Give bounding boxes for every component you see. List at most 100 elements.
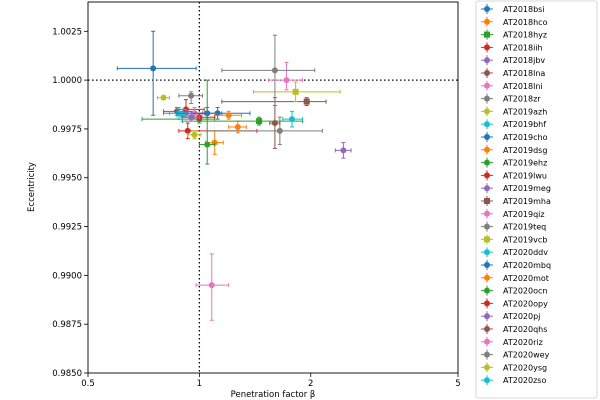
point-AT2019lwu (184, 127, 191, 134)
legend-marker-AT2019vcb (484, 236, 490, 243)
legend: AT2018bsi AT2018hco AT2018hyz AT2018iih AT20… (475, 0, 598, 399)
y-tick-label-2: 0.9900 (52, 271, 82, 281)
series-AT2020mot (214, 110, 243, 120)
legend-label-AT2020opy: AT2020opy (503, 299, 548, 308)
legend-label-AT2019lwu: AT2019lwu (503, 171, 547, 180)
legend-item-AT2020mot: AT2020mot (481, 272, 549, 283)
legend-label-AT2018hco: AT2018hco (503, 18, 548, 27)
legend-item-AT2020wey: AT2020wey (481, 349, 550, 360)
legend-label-AT2018zr: AT2018zr (503, 95, 541, 104)
legend-label-AT2018lna: AT2018lna (503, 69, 545, 78)
series-AT2019vcb (252, 81, 341, 103)
point-AT2020wey (271, 67, 278, 74)
legend-label-AT2019bhf: AT2019bhf (503, 120, 546, 129)
point-AT2020qhs (271, 120, 278, 127)
legend-item-AT2020opy: AT2020opy (481, 298, 548, 309)
legend-marker-AT2019ehz (484, 159, 490, 166)
legend-label-AT2018lni: AT2018lni (503, 82, 543, 91)
x-tick-label-3: 5 (455, 379, 460, 389)
legend-marker-AT2019dsg (484, 146, 490, 153)
y-axis-label: Eccentricity (27, 162, 37, 212)
series-AT2020riz (195, 253, 230, 321)
point-AT2019ehz (204, 141, 211, 148)
x-tick-label-1: 1 (197, 379, 202, 389)
series-AT2019meg (334, 142, 352, 159)
legend-marker-AT2019bhf (484, 121, 490, 128)
legend-marker-AT2020ocn (484, 287, 490, 294)
series-AT2020qhs (269, 97, 281, 149)
legend-label-AT2020zso: AT2020zso (503, 376, 546, 385)
legend-marker-AT2019mha (484, 198, 490, 204)
legend-label-AT2019azh: AT2019azh (503, 107, 547, 116)
legend-item-AT2019vcb: AT2019vcb (481, 234, 547, 245)
series-AT2020pj (181, 112, 200, 122)
legend-item-AT2018hco: AT2018hco (481, 16, 548, 27)
legend-label-AT2020qhs: AT2020qhs (503, 325, 547, 334)
y-tick-label-4: 0.9950 (52, 174, 82, 184)
legend-label-AT2019cho: AT2019cho (503, 133, 548, 142)
legend-item-AT2018lni: AT2018lni (481, 80, 543, 91)
point-AT2019vcb (292, 88, 299, 95)
legend-marker-AT2018hco (484, 18, 490, 25)
legend-marker-AT2020wey (484, 351, 490, 358)
legend-item-AT2019ehz: AT2019ehz (481, 157, 547, 168)
x-tick-label-2: 2 (308, 379, 313, 389)
legend-label-AT2020ocn: AT2020ocn (503, 287, 547, 296)
legend-marker-AT2020ddv (484, 249, 490, 256)
series-AT2018zr (178, 91, 204, 105)
legend-label-AT2020ysg: AT2020ysg (503, 363, 547, 372)
legend-item-AT2018bsi: AT2018bsi (481, 4, 545, 14)
legend-item-AT2020qhs: AT2020qhs (481, 324, 547, 334)
legend-box (475, 0, 598, 399)
legend-item-AT2018iih: AT2018iih (481, 42, 543, 53)
series-AT2020wey (221, 34, 316, 106)
legend-marker-AT2018lni (484, 82, 490, 89)
y-axis: 0.9850 0.9875 0.9900 0.9925 0.9950 0.9975 1.00… (52, 27, 88, 379)
legend-marker-AT2018hyz (484, 31, 490, 38)
legend-label-AT2020riz: AT2020riz (503, 338, 543, 347)
legend-label-AT2019mha: AT2019mha (503, 197, 551, 206)
series-AT2020ysg (187, 130, 202, 140)
legend-marker-AT2019qiz (484, 210, 490, 217)
y-tick-label-6: 1.0000 (52, 76, 82, 86)
legend-item-AT2019cho: AT2019cho (481, 132, 548, 142)
legend-item-AT2019lwu: AT2019lwu (481, 170, 547, 181)
point-AT2019azh (160, 94, 167, 101)
point-AT2019qiz (283, 77, 290, 84)
legend-item-AT2019azh: AT2019azh (481, 106, 547, 117)
legend-marker-AT2018zr (484, 95, 490, 102)
series-AT2019ehz (198, 79, 216, 165)
legend-label-AT2020ddv: AT2020ddv (503, 248, 548, 257)
legend-marker-AT2020zso (484, 377, 490, 384)
legend-item-AT2019teq: AT2019teq (481, 221, 546, 232)
legend-marker-AT2019lwu (484, 172, 490, 179)
y-tick-label-0: 0.9850 (52, 369, 82, 379)
legend-label-AT2018jbv: AT2018jbv (503, 56, 545, 65)
plot-frame (87, 1, 459, 374)
legend-item-AT2020mbq: AT2020mbq (481, 260, 551, 270)
legend-marker-AT2020ysg (484, 364, 490, 371)
point-AT2020zso (289, 116, 296, 123)
point-AT2020pj (188, 114, 195, 121)
legend-marker-AT2020qhs (484, 326, 490, 332)
y-tick-label-1: 0.9875 (52, 320, 82, 330)
legend-marker-AT2018bsi (484, 6, 490, 12)
legend-marker-AT2020mot (484, 274, 490, 281)
point-AT2019mha (303, 98, 310, 105)
legend-label-AT2018bsi: AT2018bsi (503, 5, 545, 14)
legend-label-AT2020mot: AT2020mot (503, 274, 549, 283)
series-AT2019qiz (268, 62, 304, 91)
point-AT2020riz (208, 282, 215, 289)
legend-item-AT2018lna: AT2018lna (481, 68, 545, 78)
point-AT2020ysg (191, 131, 198, 138)
legend-item-AT2019qiz: AT2019qiz (481, 208, 545, 219)
y-tick-label-7: 1.0025 (52, 27, 82, 37)
legend-marker-AT2018iih (484, 44, 490, 51)
legend-item-AT2019mha: AT2019mha (481, 196, 551, 206)
legend-label-AT2018iih: AT2018iih (503, 43, 543, 52)
legend-item-AT2020ddv: AT2020ddv (481, 247, 548, 258)
legend-item-AT2019bhf: AT2019bhf (481, 119, 546, 130)
y-tick-label-3: 0.9925 (52, 223, 82, 233)
series-AT2018bsi (116, 30, 197, 116)
point-AT2018hco (234, 123, 241, 130)
